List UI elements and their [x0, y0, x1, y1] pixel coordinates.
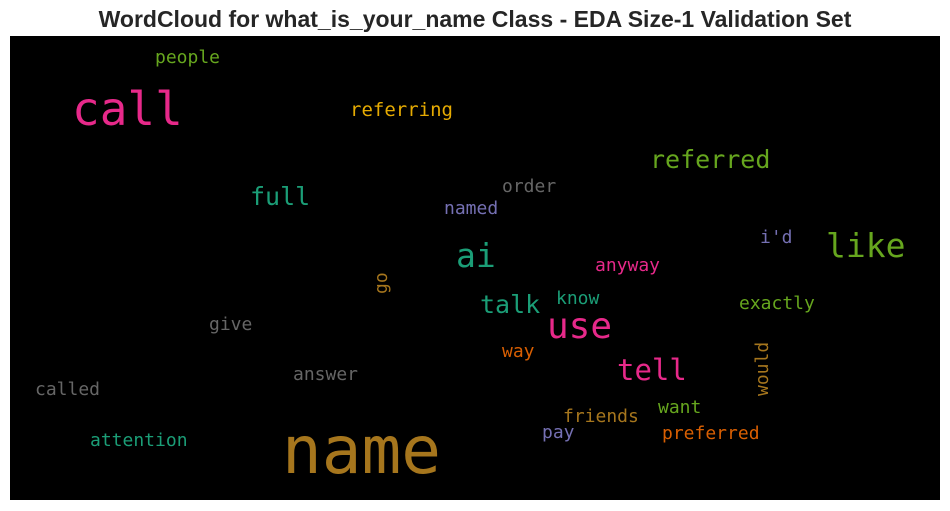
word-anyway: anyway	[595, 255, 661, 276]
word-way: way	[502, 341, 535, 362]
word-would: would	[752, 341, 773, 396]
word-friends: friends	[563, 406, 639, 427]
word-order: order	[502, 176, 557, 197]
word-give: give	[209, 314, 253, 335]
word-talk: talk	[480, 290, 541, 319]
word-call: call	[72, 82, 183, 136]
word-cloud-canvas: name call use like ai tell referred full talk ref…	[10, 36, 940, 500]
word-attention: attention	[90, 430, 188, 451]
word-use: use	[547, 306, 613, 347]
word-like: like	[826, 226, 906, 265]
word-know: know	[556, 288, 600, 309]
chart-title: WordCloud for what_is_your_name Class - …	[98, 6, 852, 32]
word-exactly: exactly	[739, 293, 815, 314]
word-i-d: i'd	[760, 227, 793, 248]
word-full: full	[250, 182, 311, 211]
word-pay: pay	[542, 422, 575, 443]
word-called: called	[35, 379, 101, 400]
word-want: want	[658, 397, 702, 418]
word-ai: ai	[456, 236, 496, 275]
word-referring: referring	[350, 99, 453, 121]
word-tell: tell	[617, 353, 687, 387]
word-preferred: preferred	[662, 423, 760, 444]
word-people: people	[155, 47, 221, 68]
word-name: name	[282, 412, 441, 489]
word-answer: answer	[293, 364, 359, 385]
word-referred: referred	[650, 145, 771, 174]
word-go: go	[371, 272, 392, 294]
word-named: named	[444, 198, 499, 219]
